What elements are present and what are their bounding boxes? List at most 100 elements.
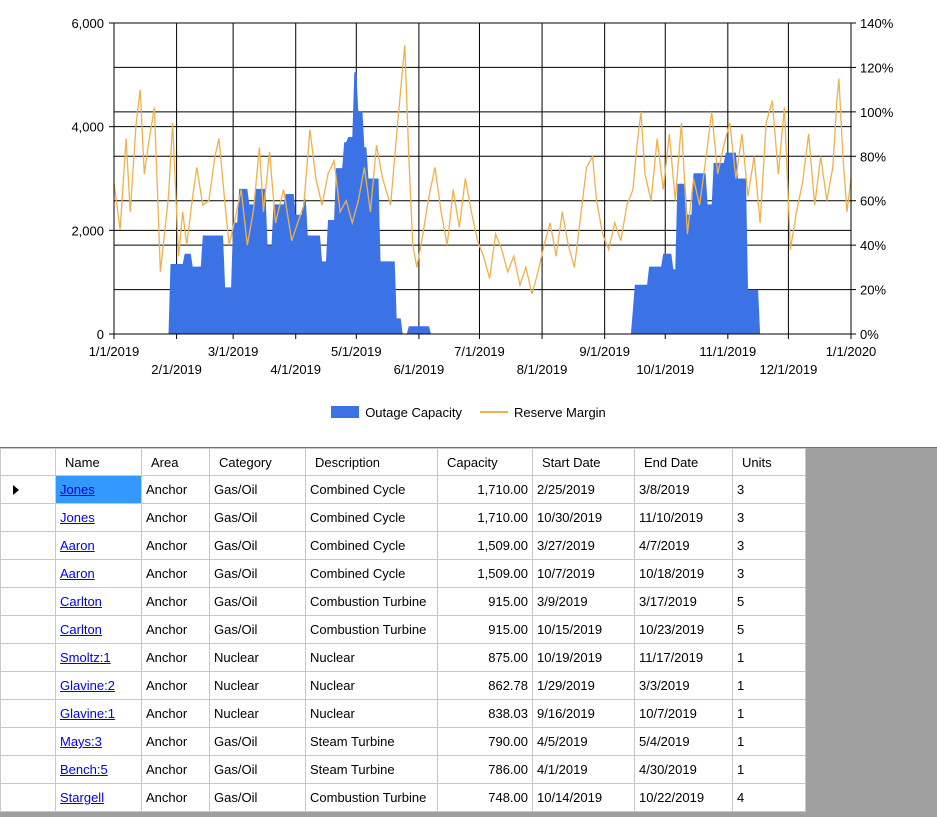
capacity-cell: 915.00	[437, 615, 533, 644]
table-row[interactable]: Smoltz:1 Anchor Nuclear Nuclear 875.00 10/19/…	[0, 643, 806, 672]
capacity-cell: 1,509.00	[437, 559, 533, 588]
reserve-margin-polyline	[113, 45, 852, 295]
table-row[interactable]: Mays:3 Anchor Gas/Oil Steam Turbine 790.00 4/…	[0, 727, 806, 756]
area-cell: Anchor	[141, 755, 210, 784]
table-row[interactable]: Carlton Anchor Gas/Oil Combustion Turbine 91…	[0, 587, 806, 616]
x-axis-tick-label: 12/1/2019	[759, 362, 817, 377]
row-header-corner	[0, 448, 56, 476]
description-cell: Combustion Turbine	[305, 587, 438, 616]
name-link[interactable]: Smoltz:1	[55, 643, 142, 672]
column-header-description[interactable]: Description	[305, 448, 438, 476]
row-header-cell[interactable]	[0, 671, 56, 700]
description-cell: Combustion Turbine	[305, 783, 438, 812]
name-link[interactable]: Aaron	[55, 559, 142, 588]
description-cell: Combined Cycle	[305, 559, 438, 588]
end-date-cell: 10/18/2019	[634, 559, 733, 588]
x-axis-tick-label: 9/1/2019	[579, 344, 630, 359]
start-date-cell: 10/14/2019	[532, 783, 635, 812]
column-header-units[interactable]: Units	[732, 448, 806, 476]
legend-label-reserve-margin: Reserve Margin	[514, 404, 606, 420]
name-link[interactable]: Jones	[55, 475, 142, 504]
row-header-cell[interactable]	[0, 587, 56, 616]
end-date-cell: 10/7/2019	[634, 699, 733, 728]
name-link[interactable]: Mays:3	[55, 727, 142, 756]
right-axis-tick-label: 120%	[860, 60, 894, 75]
name-link[interactable]: Carlton	[55, 615, 142, 644]
category-cell: Nuclear	[209, 643, 306, 672]
row-header-cell[interactable]	[0, 531, 56, 560]
units-cell: 4	[732, 783, 806, 812]
column-header-area[interactable]: Area	[141, 448, 210, 476]
row-header-cell[interactable]	[0, 755, 56, 784]
column-header-start-date[interactable]: Start Date	[532, 448, 635, 476]
start-date-cell: 1/29/2019	[532, 671, 635, 700]
capacity-cell: 1,710.00	[437, 475, 533, 504]
name-link[interactable]: Glavine:1	[55, 699, 142, 728]
capacity-cell: 838.03	[437, 699, 533, 728]
table-row[interactable]: Bench:5 Anchor Gas/Oil Steam Turbine 786.00 4…	[0, 755, 806, 784]
row-header-cell[interactable]	[0, 559, 56, 588]
column-header-end-date[interactable]: End Date	[634, 448, 733, 476]
table-row[interactable]: Stargell Anchor Gas/Oil Combustion Turbine 7…	[0, 783, 806, 812]
end-date-cell: 4/7/2019	[634, 531, 733, 560]
table-row[interactable]: Aaron Anchor Gas/Oil Combined Cycle 1,509.00…	[0, 531, 806, 560]
reserve-margin-line	[113, 45, 852, 295]
units-cell: 5	[732, 587, 806, 616]
table-row[interactable]: Glavine:1 Anchor Nuclear Nuclear 838.03 9/16/…	[0, 699, 806, 728]
row-header-cell[interactable]	[0, 503, 56, 532]
end-date-cell: 4/30/2019	[634, 755, 733, 784]
description-cell: Nuclear	[305, 699, 438, 728]
x-axis-tick-label: 7/1/2019	[454, 344, 505, 359]
outage-capacity-area	[114, 72, 851, 334]
name-link[interactable]: Aaron	[55, 531, 142, 560]
row-header-cell[interactable]	[0, 475, 56, 504]
name-link[interactable]: Bench:5	[55, 755, 142, 784]
end-date-cell: 3/8/2019	[634, 475, 733, 504]
row-header-cell[interactable]	[0, 783, 56, 812]
x-axis-tick-label: 8/1/2019	[517, 362, 568, 377]
capacity-cell: 786.00	[437, 755, 533, 784]
units-cell: 3	[732, 503, 806, 532]
table-row[interactable]: Aaron Anchor Gas/Oil Combined Cycle 1,509.00…	[0, 559, 806, 588]
start-date-cell: 10/7/2019	[532, 559, 635, 588]
category-cell: Gas/Oil	[209, 783, 306, 812]
category-cell: Nuclear	[209, 699, 306, 728]
capacity-cell: 748.00	[437, 783, 533, 812]
column-header-category[interactable]: Category	[209, 448, 306, 476]
description-cell: Combined Cycle	[305, 503, 438, 532]
name-link[interactable]: Jones	[55, 503, 142, 532]
units-cell: 1	[732, 727, 806, 756]
left-axis-tick-label: 2,000	[71, 223, 104, 238]
end-date-cell: 11/10/2019	[634, 503, 733, 532]
name-link[interactable]: Stargell	[55, 783, 142, 812]
legend-item-outage-capacity: Outage Capacity	[331, 405, 462, 420]
row-pointer-arrow-icon	[13, 485, 19, 495]
capacity-cell: 862.78	[437, 671, 533, 700]
column-header-name[interactable]: Name	[55, 448, 142, 476]
row-header-cell[interactable]	[0, 727, 56, 756]
start-date-cell: 4/1/2019	[532, 755, 635, 784]
category-cell: Gas/Oil	[209, 503, 306, 532]
table-header-row: Name Area Category Description Capacity Start…	[0, 448, 806, 476]
name-link[interactable]: Carlton	[55, 587, 142, 616]
column-header-capacity[interactable]: Capacity	[437, 448, 533, 476]
row-header-cell[interactable]	[0, 699, 56, 728]
table-row[interactable]: Glavine:2 Anchor Nuclear Nuclear 862.78 1/29/…	[0, 671, 806, 700]
table-row[interactable]: Jones Anchor Gas/Oil Combined Cycle 1,710.00…	[0, 475, 806, 504]
outage-data-grid[interactable]: Name Area Category Description Capacity Start…	[0, 447, 937, 817]
row-header-cell[interactable]	[0, 643, 56, 672]
name-link[interactable]: Glavine:2	[55, 671, 142, 700]
table-row[interactable]: Jones Anchor Gas/Oil Combined Cycle 1,710.00…	[0, 503, 806, 532]
area-cell: Anchor	[141, 783, 210, 812]
legend-label-outage-capacity: Outage Capacity	[365, 404, 463, 420]
chart-axes: 0 2,000 4,000 6,000 0% 20% 40% 60% 80% 100% 120% 14…	[71, 16, 893, 377]
row-header-cell[interactable]	[0, 615, 56, 644]
start-date-cell: 4/5/2019	[532, 727, 635, 756]
reserve-margin-swatch	[480, 411, 509, 413]
end-date-cell: 5/4/2019	[634, 727, 733, 756]
end-date-cell: 3/17/2019	[634, 587, 733, 616]
description-cell: Combined Cycle	[305, 475, 438, 504]
category-cell: Gas/Oil	[209, 587, 306, 616]
table-row[interactable]: Carlton Anchor Gas/Oil Combustion Turbine 91…	[0, 615, 806, 644]
description-cell: Nuclear	[305, 671, 438, 700]
